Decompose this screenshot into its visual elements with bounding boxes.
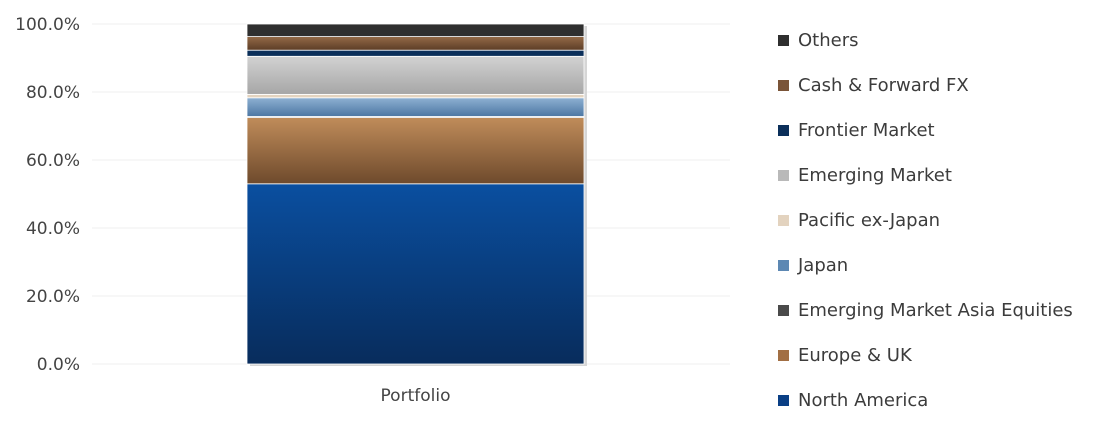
legend-item-cash-forward-fx: Cash & Forward FX (778, 63, 1098, 108)
y-tick-label: 0.0% (37, 355, 80, 375)
legend-swatch (778, 125, 789, 136)
legend-item-emerging-market: Emerging Market (778, 153, 1098, 198)
y-axis: 0.0% 20.0% 40.0% 60.0% 80.0% 100.0% (15, 15, 80, 375)
legend-item-japan: Japan (778, 243, 1098, 288)
legend-item-frontier-market: Frontier Market (778, 108, 1098, 153)
y-tick-label: 40.0% (26, 219, 80, 239)
legend-swatch (778, 305, 789, 316)
y-tick-label: 20.0% (26, 287, 80, 307)
legend-label: Japan (798, 255, 849, 276)
x-axis: Portfolio (381, 386, 451, 405)
legend-item-emerging-market-asia-equities: Emerging Market Asia Equities (778, 288, 1098, 333)
bar-segment-pacific-ex-japan (246, 93, 585, 99)
y-tick-label: 60.0% (26, 151, 80, 171)
legend-swatch (778, 170, 789, 181)
legend-swatch (778, 395, 789, 406)
x-tick-label: Portfolio (381, 386, 451, 405)
bar-segment-frontier-market (246, 49, 585, 57)
legend-swatch (778, 35, 789, 46)
legend-label: Europe & UK (798, 345, 912, 366)
stacked-bar-chart: 0.0% 20.0% 40.0% 60.0% 80.0% 100.0% Portfolio (15, 15, 730, 405)
legend-item-others: Others (778, 18, 1098, 63)
legend-swatch (778, 215, 789, 226)
legend-label: Cash & Forward FX (798, 75, 969, 96)
legend-item-north-america: North America (778, 378, 1098, 423)
y-tick-label: 100.0% (15, 15, 80, 35)
legend-label: Emerging Market Asia Equities (798, 300, 1073, 321)
legend-swatch (778, 80, 789, 91)
legend: Others Cash & Forward FX Frontier Market Em… (778, 18, 1098, 423)
legend-item-pacific-ex-japan: Pacific ex-Japan (778, 198, 1098, 243)
bar-segment-others (246, 23, 585, 37)
bar-stack (246, 23, 587, 366)
legend-label: Frontier Market (798, 120, 935, 141)
legend-item-europe-uk: Europe & UK (778, 333, 1098, 378)
bar-segment-japan (246, 97, 585, 117)
bar-segment-europe-uk (246, 117, 585, 185)
legend-label: Emerging Market (798, 165, 952, 186)
legend-swatch (778, 260, 789, 271)
legend-label: Pacific ex-Japan (798, 210, 941, 231)
bar-segment-emerging-market (246, 55, 585, 95)
y-tick-label: 80.0% (26, 83, 80, 103)
bar-segment-cash-forward-fx (246, 36, 585, 51)
legend-label: North America (798, 390, 929, 411)
bar-segment-north-america (246, 183, 585, 365)
legend-swatch (778, 350, 789, 361)
legend-label: Others (798, 30, 859, 51)
